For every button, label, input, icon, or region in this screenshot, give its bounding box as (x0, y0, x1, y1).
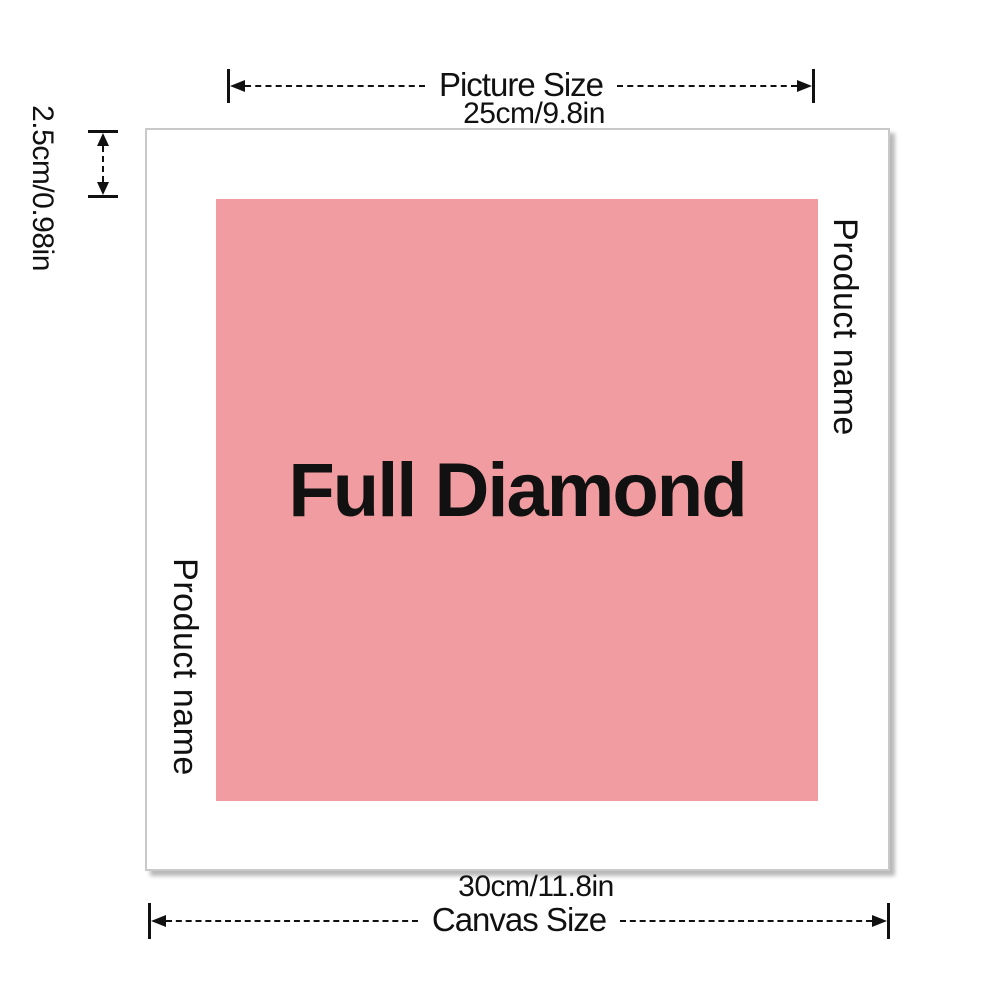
dimension-end-bar-left (148, 903, 151, 939)
arrowhead-up-icon (97, 133, 109, 146)
dashed-line-left (245, 85, 425, 87)
dashed-line-right (617, 85, 798, 87)
dashed-line-right (620, 920, 873, 922)
arrowhead-right-icon (797, 80, 813, 92)
canvas-size-value: 30cm/11.8in (458, 870, 614, 903)
arrowhead-left-icon (230, 80, 245, 92)
arrowhead-right-icon (872, 915, 888, 927)
dimension-end-bar-right (812, 69, 816, 103)
product-name-right-label: Product name (826, 218, 864, 436)
dimension-end-bar-right (887, 903, 891, 939)
margin-tick-top (88, 130, 118, 133)
canvas-size-label: Canvas Size (431, 900, 607, 938)
product-name-left-label: Product name (166, 558, 204, 776)
arrowhead-down-icon (97, 182, 109, 195)
canvas-size-dimension: Canvas Size (148, 900, 891, 939)
picture-area: Full Diamond (216, 199, 818, 801)
margin-dimension-arrow (88, 130, 118, 198)
margin-size-label: 2.5cm/0.98in (26, 105, 59, 271)
dashed-line-vertical (102, 146, 104, 182)
picture-size-dimension: Picture Size (227, 65, 816, 103)
picture-size-value: 25cm/9.8in (463, 97, 605, 130)
dashed-line-left (166, 920, 418, 922)
arrowhead-left-icon (151, 915, 166, 927)
dimension-end-bar-left (227, 69, 230, 103)
full-diamond-label: Full Diamond (288, 447, 747, 533)
margin-tick-bottom (88, 195, 118, 198)
picture-size-label: Picture Size (438, 65, 604, 103)
